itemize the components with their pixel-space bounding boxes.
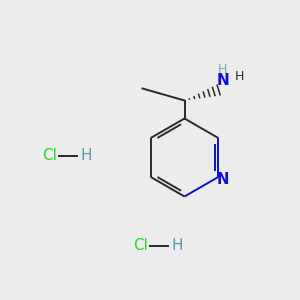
Text: H: H xyxy=(80,148,92,164)
Text: Cl: Cl xyxy=(134,238,148,253)
Text: N: N xyxy=(217,172,229,187)
Text: H: H xyxy=(235,70,244,83)
Text: Cl: Cl xyxy=(42,148,57,164)
Text: N: N xyxy=(217,73,230,88)
Text: H: H xyxy=(172,238,183,253)
Text: H: H xyxy=(218,63,228,76)
